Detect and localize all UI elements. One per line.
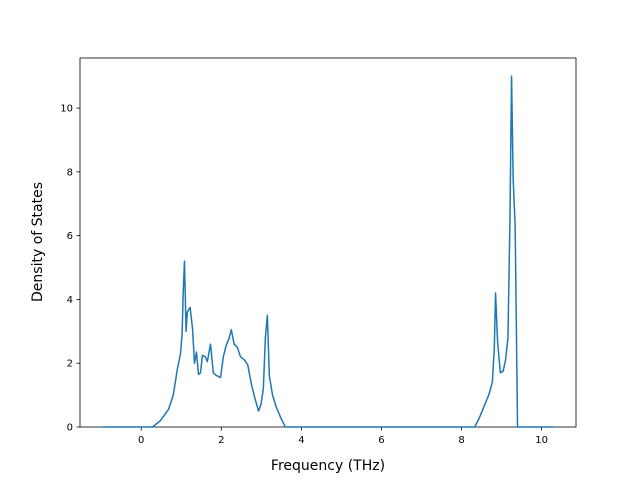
x-tick-label: 2 <box>218 435 224 446</box>
y-tick-label: 8 <box>67 167 73 178</box>
data-line <box>102 75 554 428</box>
y-tick-label: 2 <box>67 359 73 370</box>
y-tick-label: 4 <box>67 295 73 306</box>
x-tick-label: 8 <box>458 435 464 446</box>
y-tick-label: 6 <box>67 231 73 242</box>
x-axis-label: Frequency (THz) <box>271 458 385 474</box>
y-tick-label: 10 <box>60 104 73 115</box>
x-tick-label: 6 <box>378 435 384 446</box>
x-tick-label: 10 <box>535 435 548 446</box>
y-tick-label: 0 <box>67 423 73 434</box>
x-tick-label: 0 <box>138 435 144 446</box>
y-axis-label: Density of States <box>30 182 46 302</box>
x-tick-label: 4 <box>298 435 304 446</box>
